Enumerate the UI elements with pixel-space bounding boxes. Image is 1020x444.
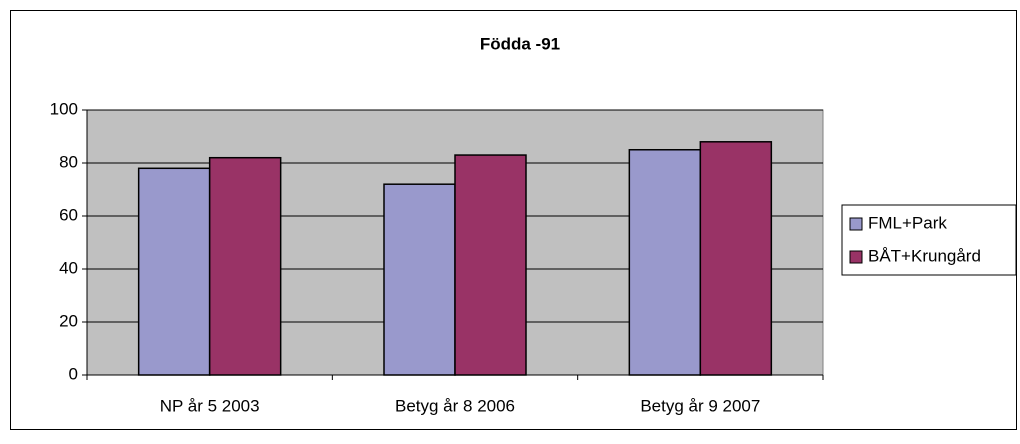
x-tick-label: Betyg år 9 2007 [640, 396, 760, 415]
legend-swatch [849, 217, 863, 231]
x-tick-label: NP år 5 2003 [160, 396, 260, 415]
legend-label: FML+Park [868, 213, 947, 232]
bar [208, 156, 282, 376]
y-tick-label: 0 [69, 364, 78, 383]
bar [383, 183, 456, 376]
bar [628, 149, 702, 376]
bar [699, 141, 773, 376]
y-tick-label: 100 [50, 99, 78, 118]
y-tick-label: 80 [59, 152, 78, 171]
y-tick-label: 40 [59, 258, 78, 277]
legend-box [841, 204, 1017, 276]
bar [137, 167, 211, 376]
legend-label: BÅT+Krungård [868, 246, 981, 265]
x-tick-label: Betyg år 8 2006 [395, 396, 515, 415]
bar [454, 154, 527, 376]
y-tick-label: 20 [59, 311, 78, 330]
chart-title: Födda -91 [480, 34, 560, 53]
y-tick-label: 60 [59, 205, 78, 224]
legend-swatch [849, 250, 863, 264]
